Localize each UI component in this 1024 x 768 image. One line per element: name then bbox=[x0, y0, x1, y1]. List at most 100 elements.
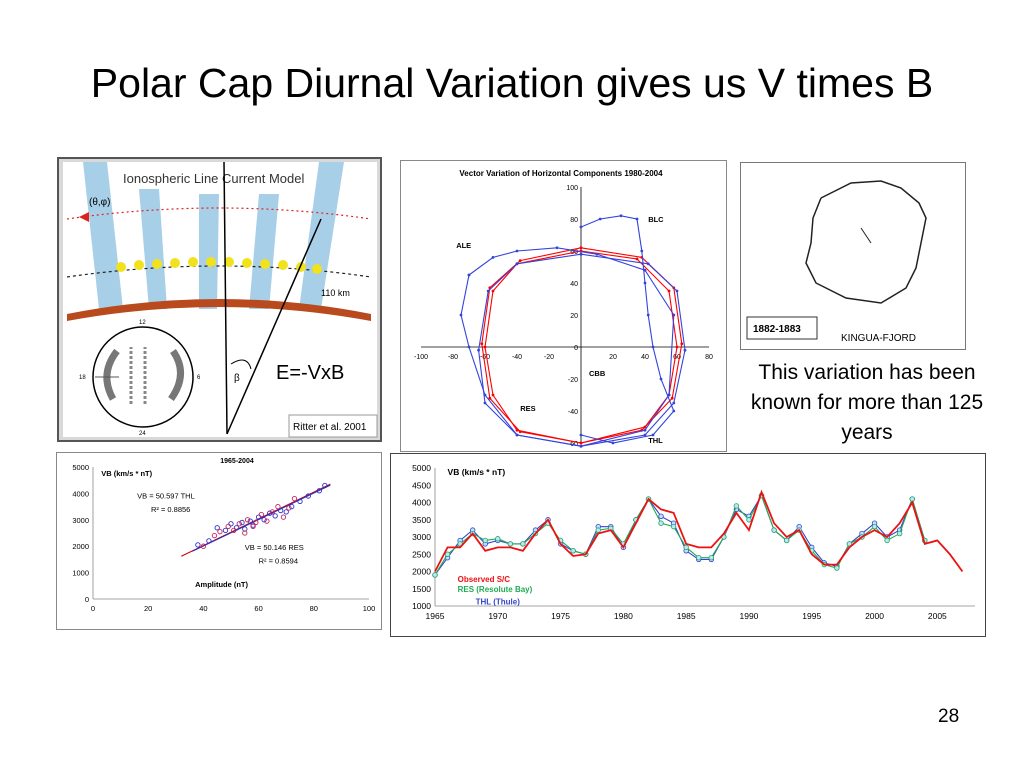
x-tick-label: 80 bbox=[705, 354, 713, 361]
series-point bbox=[771, 527, 777, 533]
altitude-label: 110 km bbox=[321, 288, 350, 298]
data-point bbox=[643, 433, 647, 437]
y-tick-label: 1000 bbox=[72, 569, 89, 578]
data-point bbox=[643, 281, 647, 285]
y-tick-label: 100 bbox=[566, 185, 578, 192]
chart-title: 1965-2004 bbox=[220, 458, 254, 465]
y-tick-label: 1000 bbox=[412, 601, 431, 611]
ionospheric-model-panel: Ionospheric Line Current Model (θ,φ) 110… bbox=[57, 157, 382, 442]
model-title: Ionospheric Line Current Model bbox=[123, 171, 304, 186]
legend-entry: THL (Thule) bbox=[476, 597, 521, 606]
series-point bbox=[495, 536, 501, 542]
scatter-point-res bbox=[253, 519, 259, 526]
series-point bbox=[871, 523, 878, 530]
x-tick-label: -60 bbox=[480, 354, 490, 361]
scatter-point-thl bbox=[289, 503, 295, 510]
dial-label-6: 6 bbox=[197, 375, 201, 381]
y-tick-label: 4500 bbox=[412, 480, 431, 490]
vector-variation-svg: Vector Variation of Horizontal Component… bbox=[414, 169, 713, 448]
x-tick-label: 1985 bbox=[677, 611, 696, 621]
scatter-point-thl bbox=[278, 507, 284, 514]
x-tick-label: 2005 bbox=[928, 611, 947, 621]
data-point bbox=[635, 217, 639, 221]
scatter-point-thl bbox=[266, 510, 273, 516]
formula-label: E=-VxB bbox=[276, 362, 345, 384]
series-point bbox=[746, 517, 752, 523]
y-tick-label: 1500 bbox=[412, 584, 431, 594]
data-point bbox=[488, 396, 492, 400]
y-tick-label: 40 bbox=[570, 281, 578, 288]
x-tick-label: 1980 bbox=[614, 611, 633, 621]
x-tick-label: 1965 bbox=[426, 611, 445, 621]
data-point bbox=[467, 273, 471, 277]
data-point bbox=[579, 433, 583, 437]
theta-arrow-icon bbox=[79, 212, 89, 222]
y-tick-label: 3000 bbox=[72, 516, 89, 525]
data-point bbox=[480, 342, 484, 346]
data-point bbox=[491, 393, 495, 397]
scatter-point-thl bbox=[239, 519, 245, 526]
y-axis-label: VB (km/s * nT) bbox=[448, 467, 506, 477]
data-point bbox=[683, 348, 687, 352]
series-line bbox=[434, 494, 926, 576]
scatter-point-res bbox=[200, 543, 207, 549]
data-point bbox=[486, 289, 490, 293]
series-point bbox=[884, 537, 890, 544]
scatter-chart: 1965-2004 0 20 40 60 80 100 0 1000 2000 3000 4000 50… bbox=[56, 452, 382, 630]
series-point bbox=[520, 541, 526, 547]
station-label: RES bbox=[520, 404, 535, 413]
series-point bbox=[783, 537, 790, 544]
x-tick-label: 40 bbox=[199, 604, 207, 613]
kingua-period: 1882-1883 bbox=[753, 324, 801, 335]
data-point bbox=[515, 433, 519, 437]
series-point bbox=[658, 513, 664, 519]
legend-entry: Observed S/C bbox=[458, 575, 511, 584]
data-point bbox=[672, 313, 676, 317]
x-tick-label: 60 bbox=[673, 354, 681, 361]
scatter-point-res bbox=[242, 530, 248, 536]
data-point bbox=[491, 289, 495, 293]
data-point bbox=[640, 249, 644, 253]
data-point bbox=[680, 342, 684, 346]
y-tick-label: 2000 bbox=[412, 567, 431, 577]
data-point bbox=[667, 289, 671, 293]
data-point bbox=[619, 214, 623, 218]
y-tick-label: 20 bbox=[570, 313, 578, 320]
y-axis-label: VB (km/s * nT) bbox=[101, 469, 152, 478]
data-point bbox=[598, 217, 602, 221]
fit-annotation: R² = 0.8594 bbox=[259, 556, 298, 565]
fit-annotation: R² = 0.8856 bbox=[151, 505, 190, 514]
scatter-point-thl bbox=[247, 518, 253, 524]
timeseries-chart: 1965 1970 1975 1980 1985 1990 1995 2000 2005 1000… bbox=[390, 453, 986, 637]
data-point bbox=[518, 430, 522, 434]
scatter-point-res bbox=[244, 517, 251, 523]
regression-line bbox=[192, 484, 331, 552]
chart-title: Vector Variation of Horizontal Component… bbox=[459, 169, 663, 178]
x-tick-label: 1990 bbox=[739, 611, 758, 621]
x-axis-label: Amplitude (nT) bbox=[195, 580, 248, 589]
x-tick-label: -100 bbox=[414, 354, 428, 361]
scatter-point-res bbox=[231, 527, 237, 534]
series-point bbox=[834, 565, 840, 571]
y-tick-label: 3000 bbox=[412, 532, 431, 542]
series-point bbox=[696, 554, 702, 561]
data-point bbox=[515, 249, 519, 253]
y-tick-label: 3500 bbox=[412, 515, 431, 525]
legend-entry: RES (Resolute Bay) bbox=[458, 585, 533, 594]
data-point bbox=[467, 345, 471, 349]
data-point bbox=[477, 348, 480, 352]
x-tick-label: 1970 bbox=[488, 611, 507, 621]
data-point bbox=[459, 313, 463, 317]
x-tick-label: 1995 bbox=[802, 611, 821, 621]
dial-label-24: 24 bbox=[139, 431, 146, 437]
scatter-point-res bbox=[250, 523, 256, 530]
beta-label: β bbox=[234, 373, 240, 384]
scatter-point-thl bbox=[283, 509, 289, 515]
series-point bbox=[708, 554, 714, 561]
series-point bbox=[444, 551, 451, 557]
data-point bbox=[579, 444, 583, 448]
series-point bbox=[570, 548, 576, 554]
scatter-point-res bbox=[291, 496, 298, 502]
scatter-point-thl bbox=[228, 521, 234, 527]
